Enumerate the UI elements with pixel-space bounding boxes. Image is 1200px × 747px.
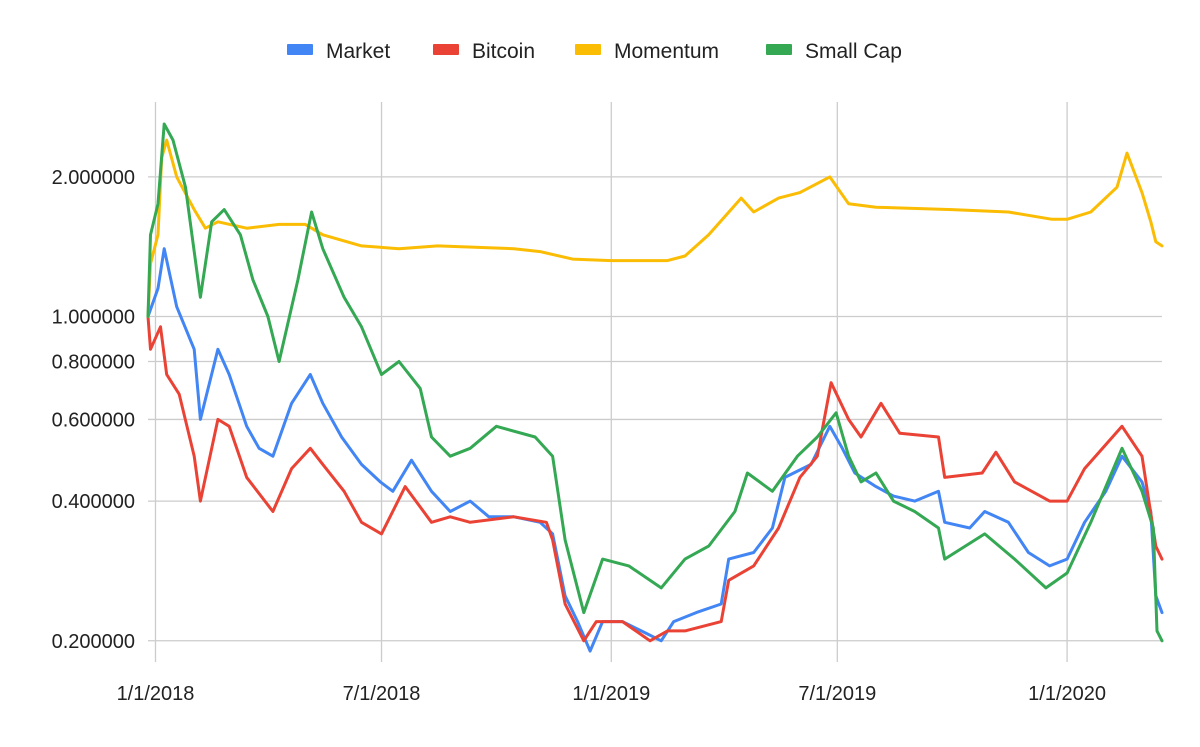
legend-label: Market bbox=[326, 40, 390, 63]
series-line-momentum bbox=[146, 138, 1164, 318]
y-tick-label: 0.200000 bbox=[52, 631, 135, 653]
x-axis-ticks: 1/1/2018 7/1/2018 1/1/2019 7/1/2019 1/1/2020 bbox=[117, 683, 1106, 705]
x-tick-label: 1/1/2019 bbox=[572, 683, 650, 705]
legend-item-momentum[interactable]: Momentum bbox=[575, 40, 719, 63]
legend-item-small-cap[interactable]: Small Cap bbox=[766, 40, 902, 63]
legend-label: Small Cap bbox=[805, 40, 902, 63]
legend: Market Bitcoin Momentum Small Cap bbox=[287, 40, 902, 63]
x-tick-label: 7/1/2019 bbox=[798, 683, 876, 705]
grid bbox=[148, 102, 1162, 662]
legend-item-market[interactable]: Market bbox=[287, 40, 390, 63]
series-line-bitcoin bbox=[146, 315, 1164, 643]
y-tick-label: 2.000000 bbox=[52, 167, 135, 189]
legend-swatch bbox=[766, 44, 792, 55]
legend-swatch bbox=[287, 44, 313, 55]
x-tick-label: 7/1/2018 bbox=[343, 683, 421, 705]
y-axis-ticks: 0.200000 0.400000 0.600000 0.800000 1.000000… bbox=[52, 167, 135, 653]
x-tick-label: 1/1/2020 bbox=[1028, 683, 1106, 705]
series-line-small-cap bbox=[146, 122, 1164, 643]
legend-label: Bitcoin bbox=[472, 40, 535, 63]
legend-swatch bbox=[433, 44, 459, 55]
y-tick-label: 0.400000 bbox=[52, 491, 135, 513]
y-tick-label: 0.600000 bbox=[52, 409, 135, 431]
legend-item-bitcoin[interactable]: Bitcoin bbox=[433, 40, 535, 63]
series-line-market bbox=[146, 247, 1164, 653]
legend-swatch bbox=[575, 44, 601, 55]
series-lines bbox=[146, 122, 1164, 653]
y-tick-label: 1.000000 bbox=[52, 307, 135, 329]
legend-label: Momentum bbox=[614, 40, 719, 63]
x-tick-label: 1/1/2018 bbox=[117, 683, 195, 705]
y-tick-label: 0.800000 bbox=[52, 351, 135, 373]
